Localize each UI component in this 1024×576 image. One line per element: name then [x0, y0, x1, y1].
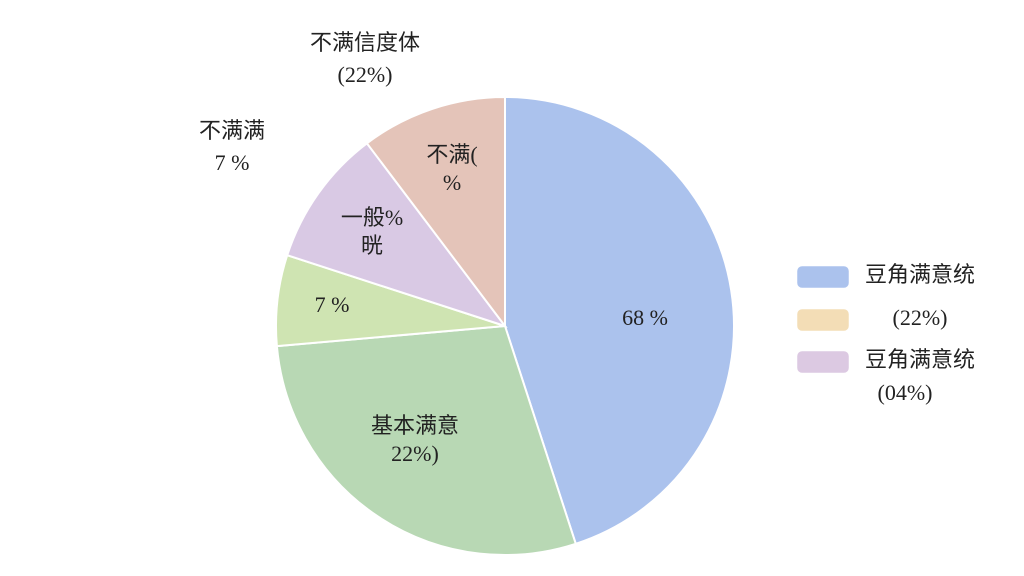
- pie-slice: [365, 95, 506, 329]
- pie-slice: [504, 95, 735, 546]
- legend-swatch: [797, 309, 849, 331]
- legend-label: (04%): [878, 380, 933, 405]
- slice-label: 不满(: [426, 142, 477, 167]
- legend-label: 豆角满意统: [865, 347, 975, 372]
- slice-label: 68 %: [622, 305, 668, 330]
- slice-label: 基本满意: [371, 413, 459, 438]
- callout-label: 不满满: [199, 118, 265, 143]
- callout-label: (22%): [338, 62, 393, 87]
- callout-label: 不满信度体: [310, 30, 420, 55]
- pie-slice: [285, 141, 508, 328]
- slice-label: %: [443, 170, 461, 195]
- slice-label: 7 %: [315, 292, 350, 317]
- callout-label: 7 %: [215, 150, 250, 175]
- slice-label: 22%): [391, 441, 439, 466]
- slice-label: 一般%: [341, 205, 403, 230]
- slice-label: 晄: [361, 233, 383, 258]
- legend-label: (22%): [893, 305, 948, 330]
- legend-label: 豆角满意统: [865, 262, 975, 287]
- pie-slice: [275, 324, 578, 556]
- legend-swatch: [797, 266, 849, 288]
- legend-swatch: [797, 351, 849, 373]
